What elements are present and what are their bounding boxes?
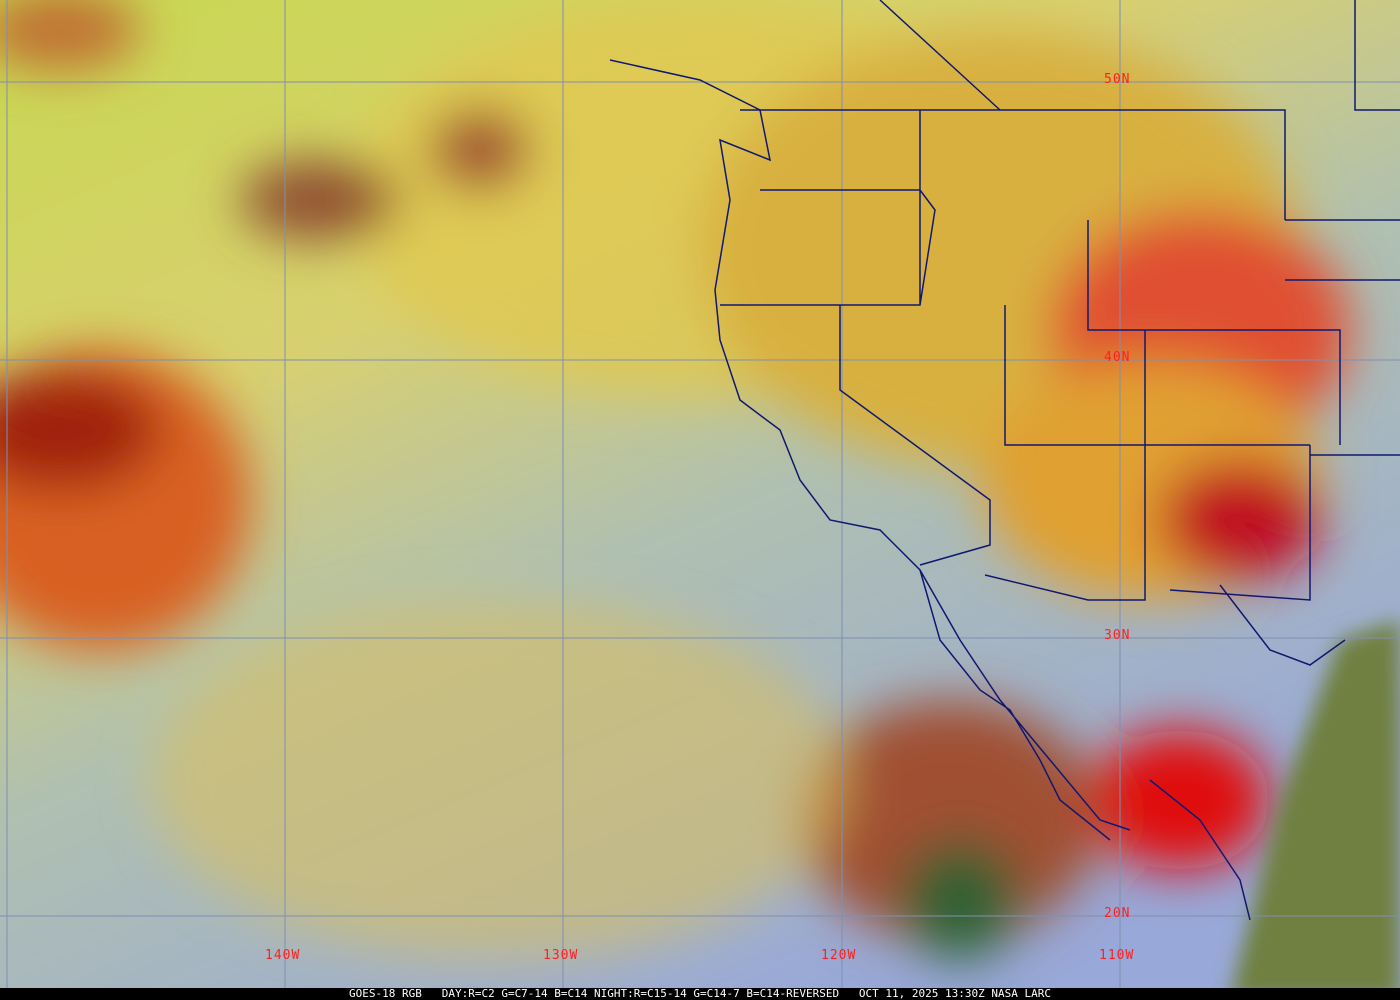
cloud-features [0, 0, 1350, 960]
lon-label-110w: 110W [1099, 948, 1135, 963]
image-caption: GOES-18 RGB DAY:R=C2 G=C7-14 B=C14 NIGHT… [0, 988, 1400, 1000]
lon-label-140w: 140W [265, 948, 301, 963]
terrain-region [1230, 620, 1400, 1000]
lon-label-130w: 130W [543, 948, 579, 963]
lat-label-50n: 50N [1104, 72, 1131, 87]
lat-label-30n: 30N [1104, 628, 1131, 643]
lon-label-120w: 120W [821, 948, 857, 963]
lat-label-40n: 40N [1104, 350, 1131, 365]
borders-coastlines [609, 0, 1400, 921]
lat-label-20n: 20N [1104, 906, 1131, 921]
